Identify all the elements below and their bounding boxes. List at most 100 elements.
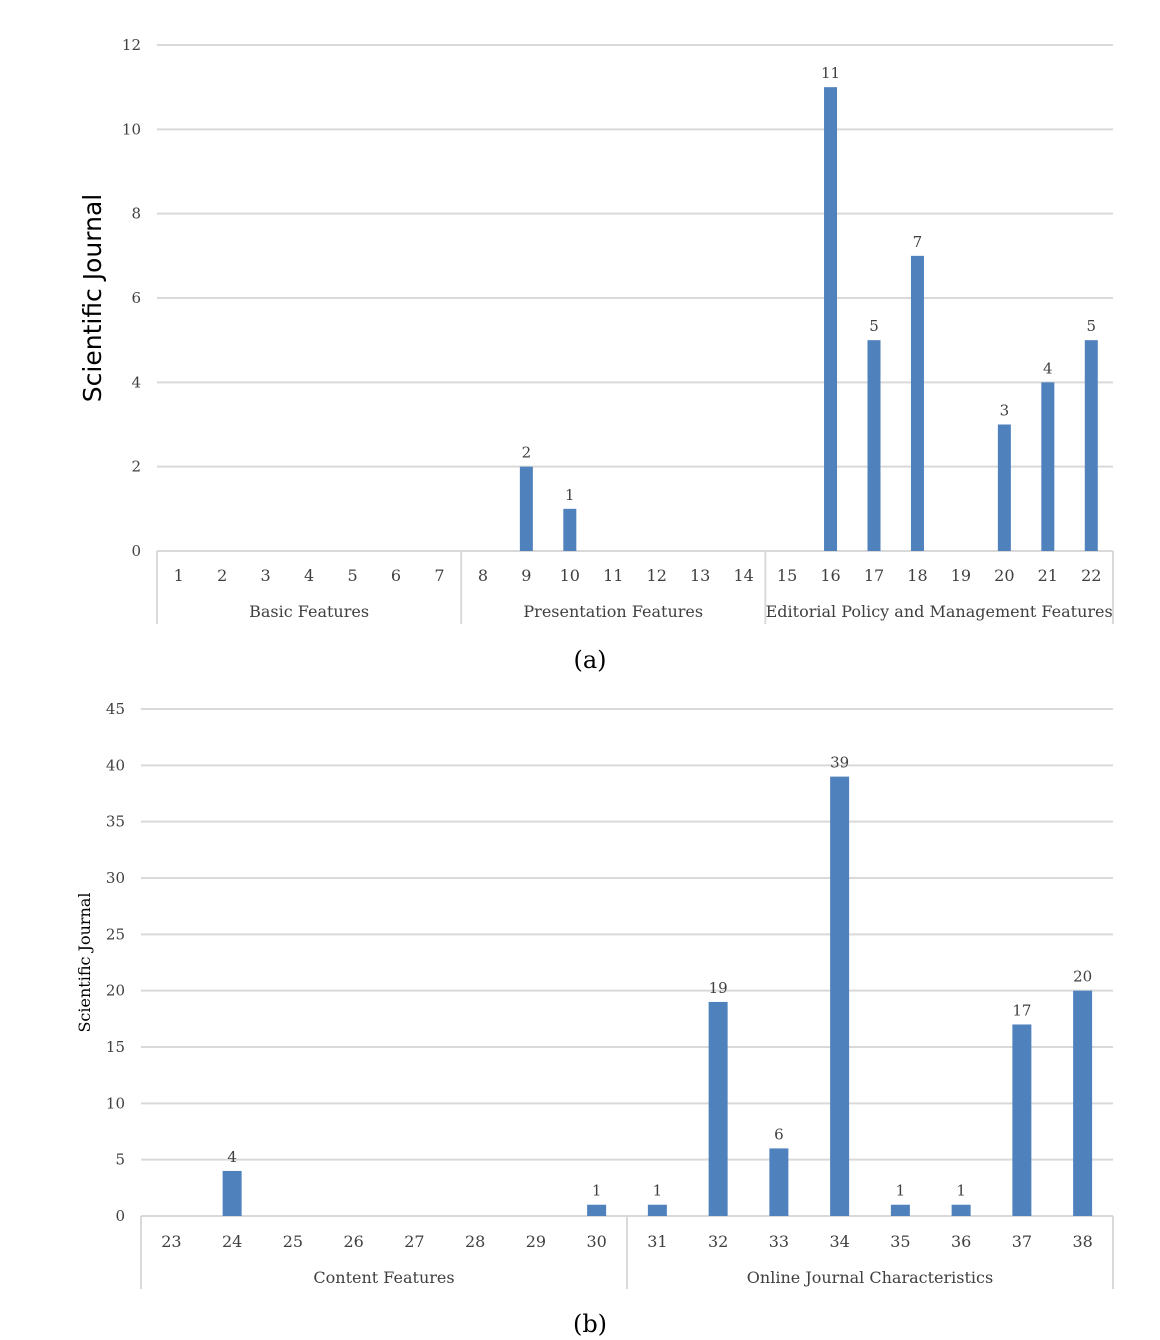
y-tick-label: 8 <box>131 205 141 223</box>
x-tick-label: 32 <box>708 1232 728 1251</box>
x-tick-label: 16 <box>820 566 840 585</box>
data-label: 1 <box>653 1182 663 1200</box>
x-tick-label: 7 <box>434 566 444 585</box>
x-tick-label: 30 <box>586 1232 606 1251</box>
x-tick-label: 4 <box>304 566 314 585</box>
bar <box>824 87 838 552</box>
data-label: 7 <box>913 233 923 251</box>
x-tick-label: 37 <box>1012 1232 1032 1251</box>
x-tick-label: 20 <box>994 566 1014 585</box>
data-label: 3 <box>1000 402 1010 420</box>
y-tick-label: 35 <box>106 813 125 831</box>
figure-caption: (a) <box>573 646 606 674</box>
x-tick-label: 12 <box>647 566 667 585</box>
bar <box>1041 382 1055 551</box>
x-tick-label: 13 <box>690 566 710 585</box>
data-label: 2 <box>522 444 532 462</box>
x-tick-label: 3 <box>261 566 271 585</box>
x-tick-label: 33 <box>769 1232 789 1251</box>
group-label: Content Features <box>313 1268 454 1287</box>
x-tick-label: 19 <box>951 566 971 585</box>
data-label: 6 <box>774 1125 784 1143</box>
data-label: 1 <box>896 1182 906 1200</box>
group-label: Basic Features <box>249 602 369 621</box>
data-label: 5 <box>1086 317 1096 335</box>
data-label: 5 <box>869 317 879 335</box>
y-tick-label: 2 <box>131 458 141 476</box>
group-label: Editorial Policy and Management Features <box>766 602 1113 621</box>
x-tick-label: 25 <box>283 1232 303 1251</box>
bar <box>910 255 924 552</box>
x-tick-label: 1 <box>174 566 184 585</box>
y-axis-title: Scientific Journal <box>75 892 94 1032</box>
group-label: Presentation Features <box>523 602 703 621</box>
y-tick-label: 20 <box>106 982 125 1000</box>
x-tick-label: 35 <box>890 1232 910 1251</box>
y-tick-label: 10 <box>106 1094 125 1112</box>
bar <box>563 508 577 551</box>
bar <box>769 1148 789 1216</box>
x-tick-label: 36 <box>951 1232 971 1251</box>
x-tick-label: 10 <box>560 566 580 585</box>
x-tick-label: 5 <box>347 566 357 585</box>
x-tick-label: 14 <box>733 566 753 585</box>
data-label: 4 <box>1043 359 1053 377</box>
y-tick-label: 0 <box>115 1207 125 1225</box>
x-tick-label: 21 <box>1038 566 1058 585</box>
x-tick-label: 18 <box>907 566 927 585</box>
y-tick-label: 30 <box>106 869 125 887</box>
bar <box>647 1204 667 1216</box>
x-tick-label: 15 <box>777 566 797 585</box>
data-label: 4 <box>227 1148 237 1166</box>
y-tick-label: 6 <box>131 289 141 307</box>
bar <box>587 1204 607 1216</box>
x-tick-label: 8 <box>478 566 488 585</box>
y-tick-label: 4 <box>131 373 141 391</box>
x-tick-label: 6 <box>391 566 401 585</box>
x-tick-label: 26 <box>343 1232 363 1251</box>
x-tick-label: 34 <box>829 1232 849 1251</box>
y-tick-label: 12 <box>122 36 141 54</box>
data-label: 39 <box>830 754 849 772</box>
x-tick-label: 27 <box>404 1232 424 1251</box>
data-label: 11 <box>821 64 840 82</box>
data-label: 1 <box>565 486 575 504</box>
bar <box>951 1204 971 1216</box>
y-tick-label: 40 <box>106 756 125 774</box>
x-tick-label: 24 <box>222 1232 242 1251</box>
bar <box>890 1204 910 1216</box>
data-label: 17 <box>1012 1001 1031 1019</box>
bar <box>1084 340 1098 551</box>
y-tick-label: 10 <box>122 120 141 138</box>
bar <box>867 340 881 551</box>
bar <box>830 776 850 1216</box>
y-tick-label: 45 <box>106 700 125 718</box>
data-label: 19 <box>709 979 728 997</box>
data-label: 1 <box>956 1182 966 1200</box>
data-label: 20 <box>1073 968 1092 986</box>
bar <box>1012 1024 1032 1216</box>
y-axis-title: Scientific Journal <box>78 194 107 402</box>
y-tick-label: 5 <box>115 1151 125 1169</box>
x-tick-label: 31 <box>647 1232 667 1251</box>
data-label: 1 <box>592 1182 602 1200</box>
group-label: Online Journal Characteristics <box>747 1268 993 1287</box>
y-tick-label: 25 <box>106 925 125 943</box>
x-tick-label: 29 <box>526 1232 546 1251</box>
x-tick-label: 17 <box>864 566 884 585</box>
x-tick-label: 9 <box>521 566 531 585</box>
bar <box>1073 990 1093 1216</box>
y-tick-label: 0 <box>131 542 141 560</box>
x-tick-label: 22 <box>1081 566 1101 585</box>
x-tick-label: 28 <box>465 1232 485 1251</box>
y-tick-label: 15 <box>106 1038 125 1056</box>
bar <box>997 424 1011 551</box>
figure-caption: (b) <box>573 1310 607 1338</box>
x-tick-label: 23 <box>161 1232 181 1251</box>
x-tick-label: 11 <box>603 566 623 585</box>
x-tick-label: 2 <box>217 566 227 585</box>
bar <box>519 466 533 551</box>
bar <box>708 1001 728 1216</box>
x-tick-label: 38 <box>1072 1232 1092 1251</box>
